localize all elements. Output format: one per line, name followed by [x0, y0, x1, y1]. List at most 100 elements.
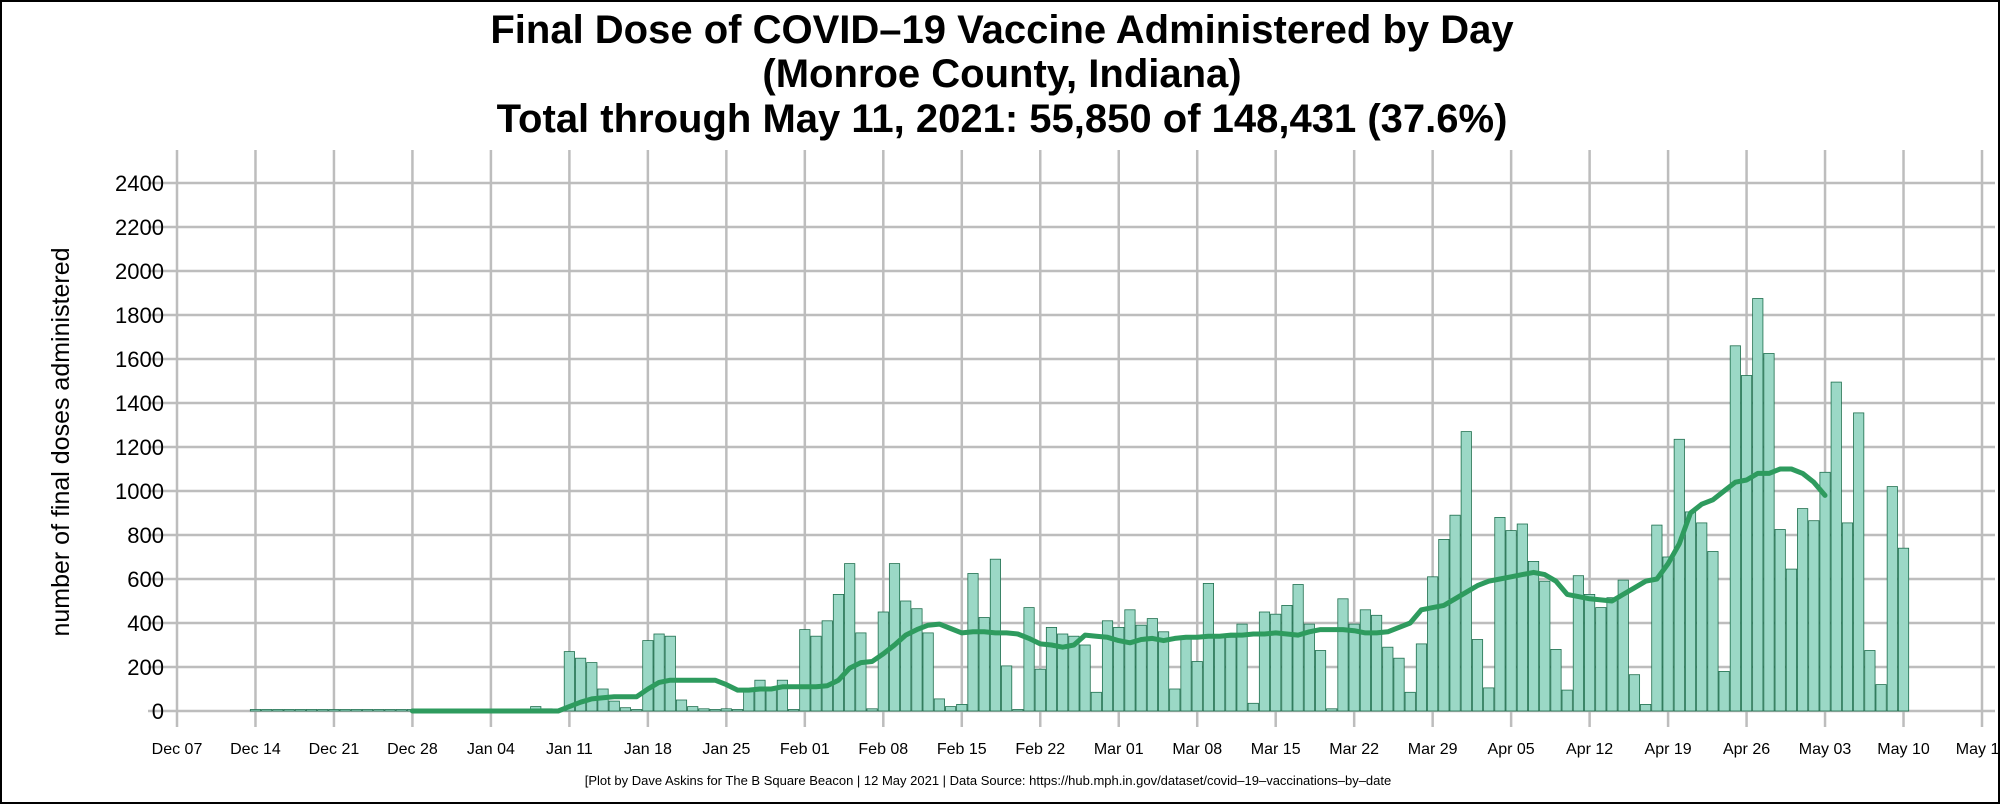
bar — [339, 709, 351, 712]
bar — [1371, 614, 1383, 712]
bar — [1146, 618, 1158, 712]
bar — [1236, 623, 1248, 712]
bar — [619, 707, 632, 712]
x-tick-label: Feb 08 — [858, 741, 908, 758]
bar — [1785, 568, 1797, 712]
bar — [1550, 649, 1562, 712]
bar — [709, 709, 721, 712]
bar — [1763, 353, 1775, 712]
bar — [1819, 471, 1831, 712]
x-tick-label: May 03 — [1799, 741, 1852, 758]
bar — [1539, 580, 1551, 712]
bar — [563, 651, 575, 712]
bar — [1135, 624, 1147, 712]
bar — [395, 709, 407, 712]
bar — [1438, 539, 1450, 712]
y-tick-label: 0 — [152, 699, 164, 724]
bar — [1774, 529, 1786, 712]
y-tick-label: 1200 — [115, 435, 164, 460]
x-tick-label: Dec 28 — [387, 741, 438, 758]
bar — [1225, 636, 1237, 712]
bar — [1662, 556, 1674, 712]
bar — [1012, 709, 1024, 712]
bar — [732, 709, 744, 712]
average-line-series — [409, 466, 1828, 714]
bar — [1281, 605, 1293, 712]
bar — [945, 706, 957, 712]
chart-title-line-1: Final Dose of COVID–19 Vaccine Administe… — [490, 8, 1514, 52]
x-axis-ticks: Dec 07 Dec 14 Dec 21 Dec 28 Jan 04 Jan 11 Jan … — [152, 741, 2000, 758]
bar — [1640, 704, 1652, 712]
bar — [608, 700, 620, 712]
bar — [294, 709, 306, 712]
bar — [1684, 511, 1697, 712]
bar — [877, 611, 889, 712]
bar — [1897, 547, 1910, 712]
x-tick-label: Feb 15 — [937, 741, 987, 758]
bar — [1797, 508, 1809, 712]
bar — [1314, 650, 1327, 712]
bar — [328, 709, 340, 712]
x-tick-label: Apr 19 — [1645, 741, 1692, 758]
x-tick-label: Apr 12 — [1566, 741, 1613, 758]
y-tick-label: 1800 — [115, 303, 164, 328]
bar — [866, 708, 878, 712]
bar — [1505, 530, 1517, 712]
bar — [653, 633, 665, 712]
bar — [1258, 611, 1271, 712]
bar — [249, 709, 262, 712]
bar — [1404, 691, 1416, 712]
bar — [1359, 609, 1371, 712]
bar — [821, 620, 833, 712]
bar — [1034, 668, 1046, 712]
x-tick-label: Dec 21 — [309, 741, 360, 758]
bar — [1875, 684, 1887, 712]
bar — [1527, 561, 1540, 712]
x-tick-label: Mar 01 — [1094, 741, 1144, 758]
y-tick-label: 400 — [127, 611, 164, 636]
x-tick-label: Dec 07 — [152, 741, 203, 758]
bar — [1864, 650, 1876, 712]
bar — [900, 600, 912, 712]
bar — [1045, 627, 1058, 712]
bar — [1752, 298, 1764, 712]
bar — [1741, 375, 1753, 712]
bar — [1382, 646, 1394, 712]
y-tick-label: 600 — [127, 567, 164, 592]
bar — [1415, 643, 1427, 712]
bar — [1628, 674, 1641, 712]
x-tick-label: Mar 29 — [1408, 741, 1458, 758]
x-tick-label: May 10 — [1877, 741, 1930, 758]
x-tick-label: Mar 22 — [1329, 741, 1379, 758]
bar — [1023, 607, 1035, 712]
bar — [1079, 644, 1091, 712]
x-tick-label: Mar 08 — [1172, 741, 1222, 758]
bar — [575, 657, 587, 712]
y-tick-label: 2400 — [115, 171, 164, 196]
bar — [810, 635, 822, 712]
bar — [1202, 583, 1214, 712]
bar — [765, 688, 777, 712]
bar — [1471, 639, 1484, 712]
bar — [1673, 438, 1685, 712]
bar-series — [249, 298, 1910, 712]
bar — [888, 563, 901, 712]
bar — [1483, 687, 1495, 712]
y-tick-label: 2200 — [115, 215, 164, 240]
y-tick-label: 2000 — [115, 259, 164, 284]
bar — [1214, 636, 1226, 712]
x-tick-label: Feb 01 — [780, 741, 830, 758]
bar — [754, 679, 766, 712]
x-tick-label: Jan 25 — [702, 741, 750, 758]
bar — [844, 563, 856, 712]
bar — [855, 632, 867, 712]
x-tick-label: Mar 15 — [1251, 741, 1301, 758]
bar — [967, 573, 979, 712]
bar — [1886, 486, 1898, 712]
bar — [1830, 381, 1842, 712]
bar — [1572, 575, 1584, 712]
bar — [698, 708, 710, 712]
x-tick-label: Apr 05 — [1488, 741, 1535, 758]
bar — [978, 617, 990, 712]
